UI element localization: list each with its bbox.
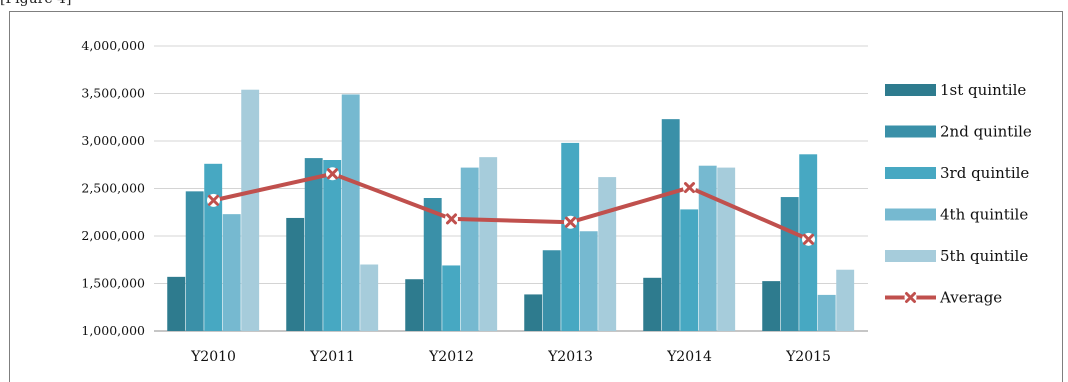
bar-4th-quintile xyxy=(817,294,836,331)
legend-swatch xyxy=(885,167,936,179)
marker-cross xyxy=(327,168,338,180)
bar-4th-quintile xyxy=(460,167,479,331)
bar-5th-quintile xyxy=(717,167,736,331)
marker-cross xyxy=(446,213,457,225)
average-line xyxy=(207,167,815,246)
average-marker xyxy=(445,212,458,226)
y-tick-label: 3,000,000 xyxy=(81,133,145,148)
x-tick-label: Y2010 xyxy=(190,349,236,365)
legend-label: 2nd quintile xyxy=(940,123,1032,141)
x-tick-label: Y2015 xyxy=(785,349,831,365)
average-series-line xyxy=(213,171,810,242)
marker-cross xyxy=(684,182,695,194)
y-axis: 1,000,000 1,500,000 2,000,000 2,500,000 3,00… xyxy=(81,38,145,338)
legend-swatch xyxy=(885,84,936,96)
legend-swatch xyxy=(885,250,936,262)
legend-marker xyxy=(905,292,916,303)
legend-label: Average xyxy=(939,289,1002,307)
marker-cross xyxy=(565,216,576,228)
y-tick-label: 2,500,000 xyxy=(81,181,145,196)
average-marker xyxy=(326,167,339,181)
bar-3rd-quintile xyxy=(442,265,461,331)
bar-1st-quintile xyxy=(643,277,662,331)
bar-3rd-quintile xyxy=(561,142,580,331)
bar-2nd-quintile xyxy=(542,250,561,331)
x-tick-label: Y2014 xyxy=(666,349,712,365)
average-marker xyxy=(802,232,815,246)
bar-1st-quintile xyxy=(762,281,781,331)
average-marker xyxy=(564,215,577,229)
bar-2nd-quintile xyxy=(661,119,680,332)
bar-4th-quintile xyxy=(222,214,241,331)
bar-2nd-quintile xyxy=(423,198,442,331)
bar-2nd-quintile xyxy=(185,191,204,331)
legend-label: 4th quintile xyxy=(940,206,1028,224)
average-marker xyxy=(207,193,220,207)
bars xyxy=(167,89,855,332)
bar-1st-quintile xyxy=(167,276,186,331)
x-tick-label: Y2013 xyxy=(547,349,593,365)
bar-1st-quintile xyxy=(405,279,424,331)
x-tick-label: Y2011 xyxy=(309,349,355,365)
bar-3rd-quintile xyxy=(204,163,223,331)
legend[interactable]: 1st quintile 2nd quintile 3rd quintile 4th … xyxy=(885,81,1032,307)
bar-3rd-quintile xyxy=(680,209,699,331)
bar-4th-quintile xyxy=(341,94,360,331)
legend-label: 1st quintile xyxy=(940,81,1026,99)
x-axis: Y2010 Y2011 Y2012 Y2013 Y2014 Y2015 xyxy=(190,349,831,365)
figure-caption: [Figure 4] xyxy=(0,0,1068,11)
bar-4th-quintile xyxy=(698,165,717,331)
y-tick-label: 3,500,000 xyxy=(81,86,145,101)
legend-label: 3rd quintile xyxy=(940,164,1029,182)
legend-swatch xyxy=(885,125,936,138)
bar-1st-quintile xyxy=(286,217,305,331)
legend-item[interactable]: 2nd quintile xyxy=(885,123,1032,141)
bar-5th-quintile xyxy=(836,269,855,331)
legend-item[interactable]: 1st quintile xyxy=(885,81,1026,99)
bar-3rd-quintile xyxy=(323,160,342,331)
x-tick-label: Y2012 xyxy=(428,349,474,365)
bar-2nd-quintile xyxy=(780,197,799,331)
legend-label: 5th quintile xyxy=(940,247,1028,265)
y-tick-label: 1,500,000 xyxy=(81,276,145,291)
legend-item[interactable]: 3rd quintile xyxy=(885,164,1029,182)
y-tick-label: 2,000,000 xyxy=(81,228,145,243)
legend-item[interactable]: 4th quintile xyxy=(885,206,1028,224)
bar-5th-quintile xyxy=(479,157,498,331)
bar-2nd-quintile xyxy=(304,158,323,331)
average-marker xyxy=(683,181,696,195)
bar-4th-quintile xyxy=(579,231,598,331)
legend-item[interactable]: 5th quintile xyxy=(885,247,1028,265)
bar-5th-quintile xyxy=(360,264,379,331)
chart-frame xyxy=(9,11,1063,382)
bar-5th-quintile xyxy=(598,177,617,331)
marker-cross xyxy=(208,194,219,206)
legend-swatch xyxy=(885,208,936,221)
chart: 1,000,000 1,500,000 2,000,000 2,500,000 3,00… xyxy=(81,38,1032,365)
bar-5th-quintile xyxy=(241,89,260,331)
legend-item[interactable]: Average xyxy=(885,289,1002,307)
marker-cross xyxy=(803,233,814,245)
y-tick-label: 4,000,000 xyxy=(81,38,145,53)
y-tick-label: 1,000,000 xyxy=(81,323,145,338)
bar-1st-quintile xyxy=(524,294,543,331)
